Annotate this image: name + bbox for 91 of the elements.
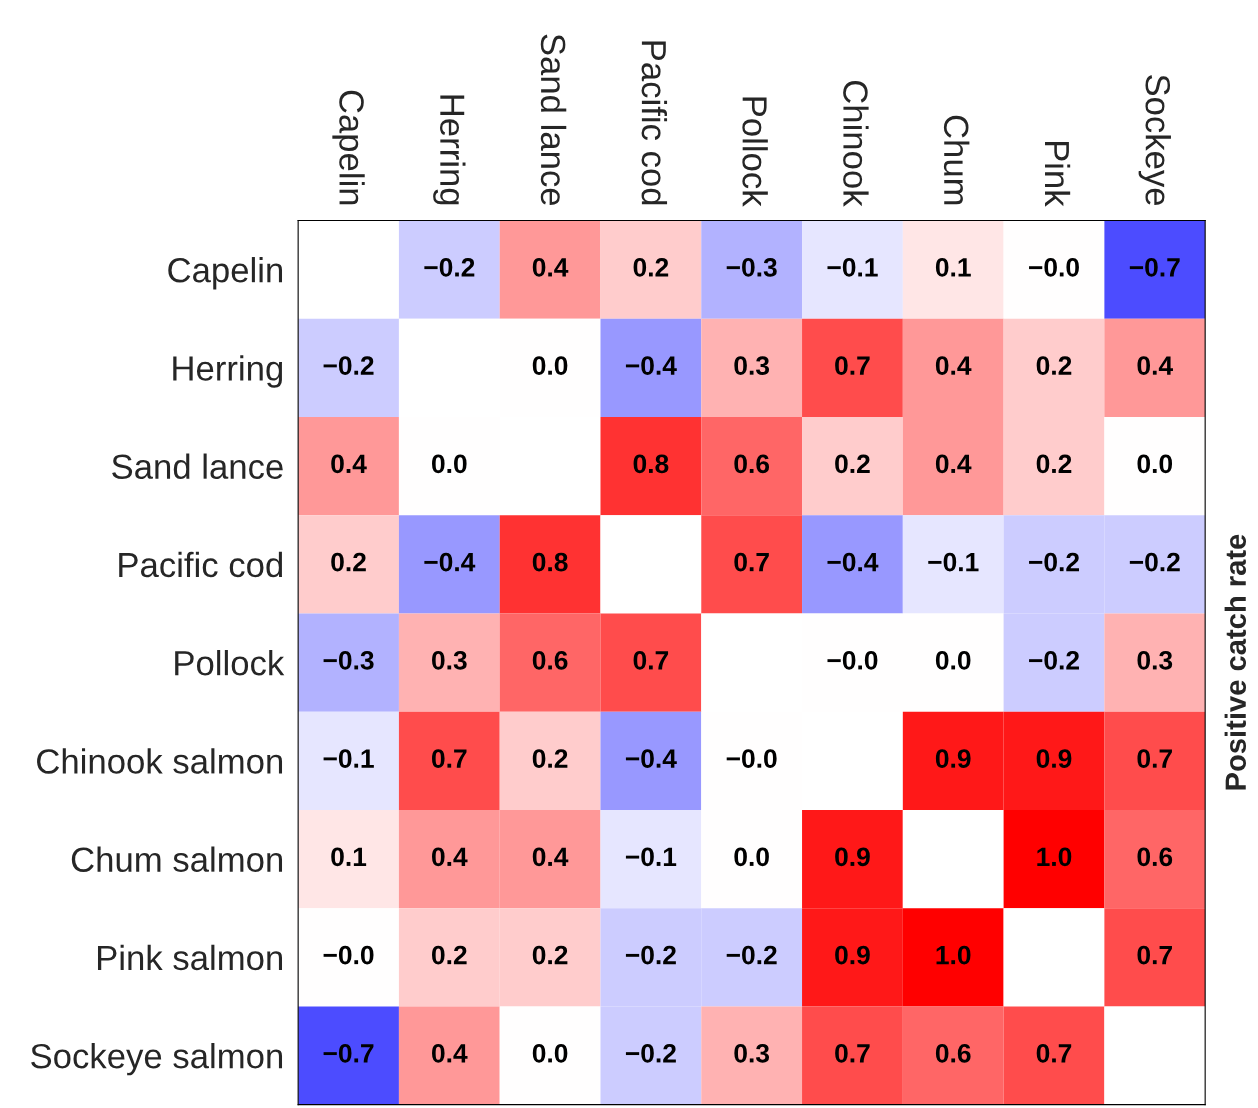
y-tick-label: Sand lance bbox=[112, 453, 283, 480]
data-label: −0.2 bbox=[424, 258, 475, 277]
data-label: 0.2 bbox=[432, 945, 467, 965]
data-label: 0.7 bbox=[835, 356, 870, 375]
data-label: −0.2 bbox=[726, 945, 777, 965]
data-label: 0.1 bbox=[331, 847, 367, 867]
data-label: 0.2 bbox=[1036, 356, 1072, 375]
x-tick-label: Chinook bbox=[843, 80, 869, 207]
x-tick-label: Pink bbox=[1045, 141, 1071, 207]
data-label: 0.6 bbox=[734, 454, 770, 474]
data-label: −0.7 bbox=[323, 1043, 374, 1063]
y-tick-label: Pacific cod bbox=[119, 551, 283, 578]
data-label: 0.4 bbox=[1137, 356, 1173, 375]
data-label: −0.0 bbox=[323, 945, 374, 965]
data-label: 0.4 bbox=[935, 356, 972, 375]
data-label: 0.9 bbox=[835, 945, 870, 965]
data-label: −0.4 bbox=[827, 552, 879, 572]
y2-axis-title: Positive catch rate bbox=[1224, 534, 1247, 790]
y-tick-label: Chinook salmon bbox=[37, 748, 283, 774]
data-label: −0.1 bbox=[323, 749, 374, 768]
data-label: −0.2 bbox=[1029, 650, 1079, 670]
x-tick-label: Sand lance bbox=[540, 34, 567, 206]
x-tick-label: Pollock bbox=[742, 97, 768, 207]
y-tick-label: Chum salmon bbox=[71, 846, 283, 872]
data-label: 0.2 bbox=[532, 749, 568, 768]
data-label: −0.2 bbox=[625, 945, 676, 965]
data-label: 0.8 bbox=[532, 552, 568, 572]
data-label: 0.0 bbox=[532, 356, 568, 375]
data-label: 1.0 bbox=[1037, 847, 1072, 867]
data-label: −0.0 bbox=[1029, 258, 1079, 277]
data-label: 0.7 bbox=[1137, 749, 1172, 768]
data-label: 0.6 bbox=[1137, 847, 1173, 867]
data-label: 0.2 bbox=[532, 945, 568, 965]
x-tick-label: Herring bbox=[433, 95, 466, 205]
data-label: 0.3 bbox=[734, 1043, 770, 1063]
data-label: −0.1 bbox=[928, 552, 979, 572]
data-label: 0.2 bbox=[1036, 454, 1072, 474]
y-tick-label: Herring bbox=[173, 355, 283, 388]
data-label: −0.1 bbox=[827, 258, 878, 277]
data-label: 0.2 bbox=[835, 454, 870, 474]
data-label: 0.7 bbox=[734, 552, 769, 572]
x-tick-label: Pacific cod bbox=[641, 41, 668, 205]
data-label: 0.7 bbox=[1036, 1043, 1072, 1063]
x-tick-label: Sockeye bbox=[1138, 75, 1171, 206]
data-label: 0.4 bbox=[532, 847, 569, 867]
data-label: 0.0 bbox=[734, 847, 769, 867]
data-label: −0.2 bbox=[323, 356, 374, 375]
data-label: 0.9 bbox=[835, 847, 870, 867]
data-label: 0.3 bbox=[432, 650, 467, 670]
data-label: 0.9 bbox=[1036, 749, 1072, 768]
data-label: 0.4 bbox=[935, 454, 972, 474]
data-label: −0.4 bbox=[625, 749, 677, 768]
data-label: 0.7 bbox=[835, 1043, 870, 1063]
data-label: 0.2 bbox=[633, 258, 669, 277]
data-label: −0.2 bbox=[1129, 552, 1180, 572]
data-label: 0.7 bbox=[633, 650, 669, 670]
x-tick-label: Chum bbox=[943, 115, 970, 205]
data-label: −0.4 bbox=[625, 356, 677, 375]
data-label: −0.3 bbox=[726, 258, 777, 277]
data-label: 0.3 bbox=[734, 356, 770, 375]
data-label: 0.8 bbox=[633, 454, 669, 474]
data-label: 0.2 bbox=[331, 552, 366, 572]
data-label: 0.4 bbox=[432, 847, 468, 867]
x-tick-label: Capelin bbox=[332, 90, 365, 205]
data-label: 0.0 bbox=[432, 454, 467, 474]
data-label: 0.7 bbox=[1137, 945, 1172, 965]
data-label: 0.9 bbox=[935, 749, 971, 768]
data-label: −0.3 bbox=[323, 650, 374, 670]
y-tick-label: Pink salmon bbox=[97, 944, 283, 971]
data-label: −0.2 bbox=[625, 1043, 676, 1063]
data-label: −0.0 bbox=[726, 749, 777, 768]
data-label: 0.3 bbox=[1137, 650, 1173, 670]
data-label: 0.4 bbox=[331, 454, 367, 474]
data-label: 0.4 bbox=[432, 1043, 468, 1063]
data-label: 0.6 bbox=[532, 650, 568, 670]
data-label: 0.4 bbox=[532, 258, 569, 277]
data-label: 0.1 bbox=[935, 258, 971, 277]
data-label: 0.0 bbox=[532, 1043, 568, 1063]
data-label: −0.7 bbox=[1129, 258, 1180, 277]
data-label: 1.0 bbox=[936, 945, 971, 965]
data-label: 0.0 bbox=[935, 650, 971, 670]
y-tick-label: Capelin bbox=[168, 257, 283, 290]
data-label: −0.0 bbox=[827, 650, 878, 670]
data-label: −0.1 bbox=[625, 847, 677, 867]
data-label: −0.2 bbox=[1029, 552, 1079, 572]
y-tick-label: Sockeye salmon bbox=[31, 1042, 283, 1076]
data-label: 0.7 bbox=[432, 749, 467, 768]
data-label: 0.6 bbox=[935, 1043, 971, 1063]
data-label: 0.0 bbox=[1137, 454, 1173, 474]
y-tick-label: Pollock bbox=[175, 650, 285, 676]
data-label: −0.4 bbox=[424, 552, 476, 572]
